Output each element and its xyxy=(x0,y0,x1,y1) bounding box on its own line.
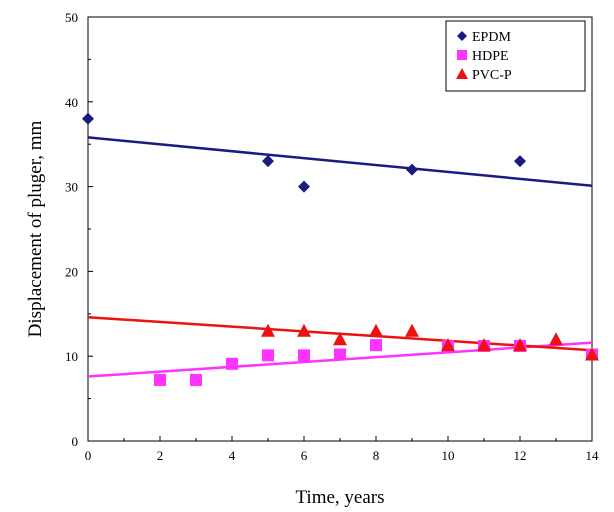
legend-label-pvc-p: PVC-P xyxy=(472,68,512,83)
y-tick-label: 0 xyxy=(72,434,79,449)
data-point-pvc-p xyxy=(297,323,311,337)
y-axis-ticks: 0 10 20 30 40 50 xyxy=(65,10,93,449)
y-tick-label: 30 xyxy=(65,180,78,195)
x-tick-label: 4 xyxy=(229,448,236,463)
y-tick-label: 20 xyxy=(65,264,78,279)
x-axis-title: Time, years xyxy=(295,487,384,508)
data-point-pvc-p xyxy=(585,347,599,361)
y-tick-label: 10 xyxy=(65,349,78,364)
data-point-hdpe xyxy=(226,357,238,370)
data-point-pvc-p xyxy=(441,338,455,352)
data-point-pvc-p xyxy=(549,332,563,346)
data-point-hdpe xyxy=(154,373,166,386)
data-point-epdm xyxy=(298,180,310,193)
data-markers xyxy=(82,112,599,386)
legend-label-epdm: EPDM xyxy=(472,30,511,45)
x-tick-label: 0 xyxy=(85,448,92,463)
legend: EPDM HDPE PVC-P xyxy=(445,20,586,92)
x-tick-label: 10 xyxy=(442,448,455,463)
legend-box xyxy=(445,20,586,92)
data-point-pvc-p xyxy=(405,323,419,337)
data-point-hdpe xyxy=(298,349,310,362)
x-tick-label: 2 xyxy=(157,448,164,463)
data-point-pvc-p xyxy=(513,338,527,352)
data-point-hdpe xyxy=(262,349,274,362)
x-tick-label: 8 xyxy=(373,448,380,463)
legend-marker-hdpe xyxy=(457,50,467,60)
legend-marker-epdm xyxy=(457,31,467,41)
trendline-epdm xyxy=(87,136,593,187)
data-point-pvc-p xyxy=(477,338,491,352)
data-point-epdm xyxy=(82,112,94,125)
data-point-pvc-p xyxy=(261,323,275,337)
legend-marker-pvc-p xyxy=(456,68,468,79)
data-point-epdm xyxy=(262,155,274,168)
x-tick-label: 6 xyxy=(301,448,308,463)
data-point-hdpe xyxy=(334,348,346,361)
y-tick-label: 50 xyxy=(65,10,78,25)
y-tick-label: 40 xyxy=(65,95,78,110)
x-axis-ticks: 0 2 4 6 8 10 12 14 xyxy=(85,436,599,463)
data-point-pvc-p xyxy=(369,323,383,337)
x-tick-label: 12 xyxy=(514,448,527,463)
data-point-epdm xyxy=(514,155,526,168)
x-tick-label: 14 xyxy=(586,448,600,463)
data-point-hdpe xyxy=(370,339,382,352)
y-axis-title: Displacement of pluger, mm xyxy=(25,120,46,337)
data-point-pvc-p xyxy=(333,332,347,346)
data-point-hdpe xyxy=(190,373,202,386)
legend-label-hdpe: HDPE xyxy=(472,49,509,64)
data-point-epdm xyxy=(406,163,418,176)
